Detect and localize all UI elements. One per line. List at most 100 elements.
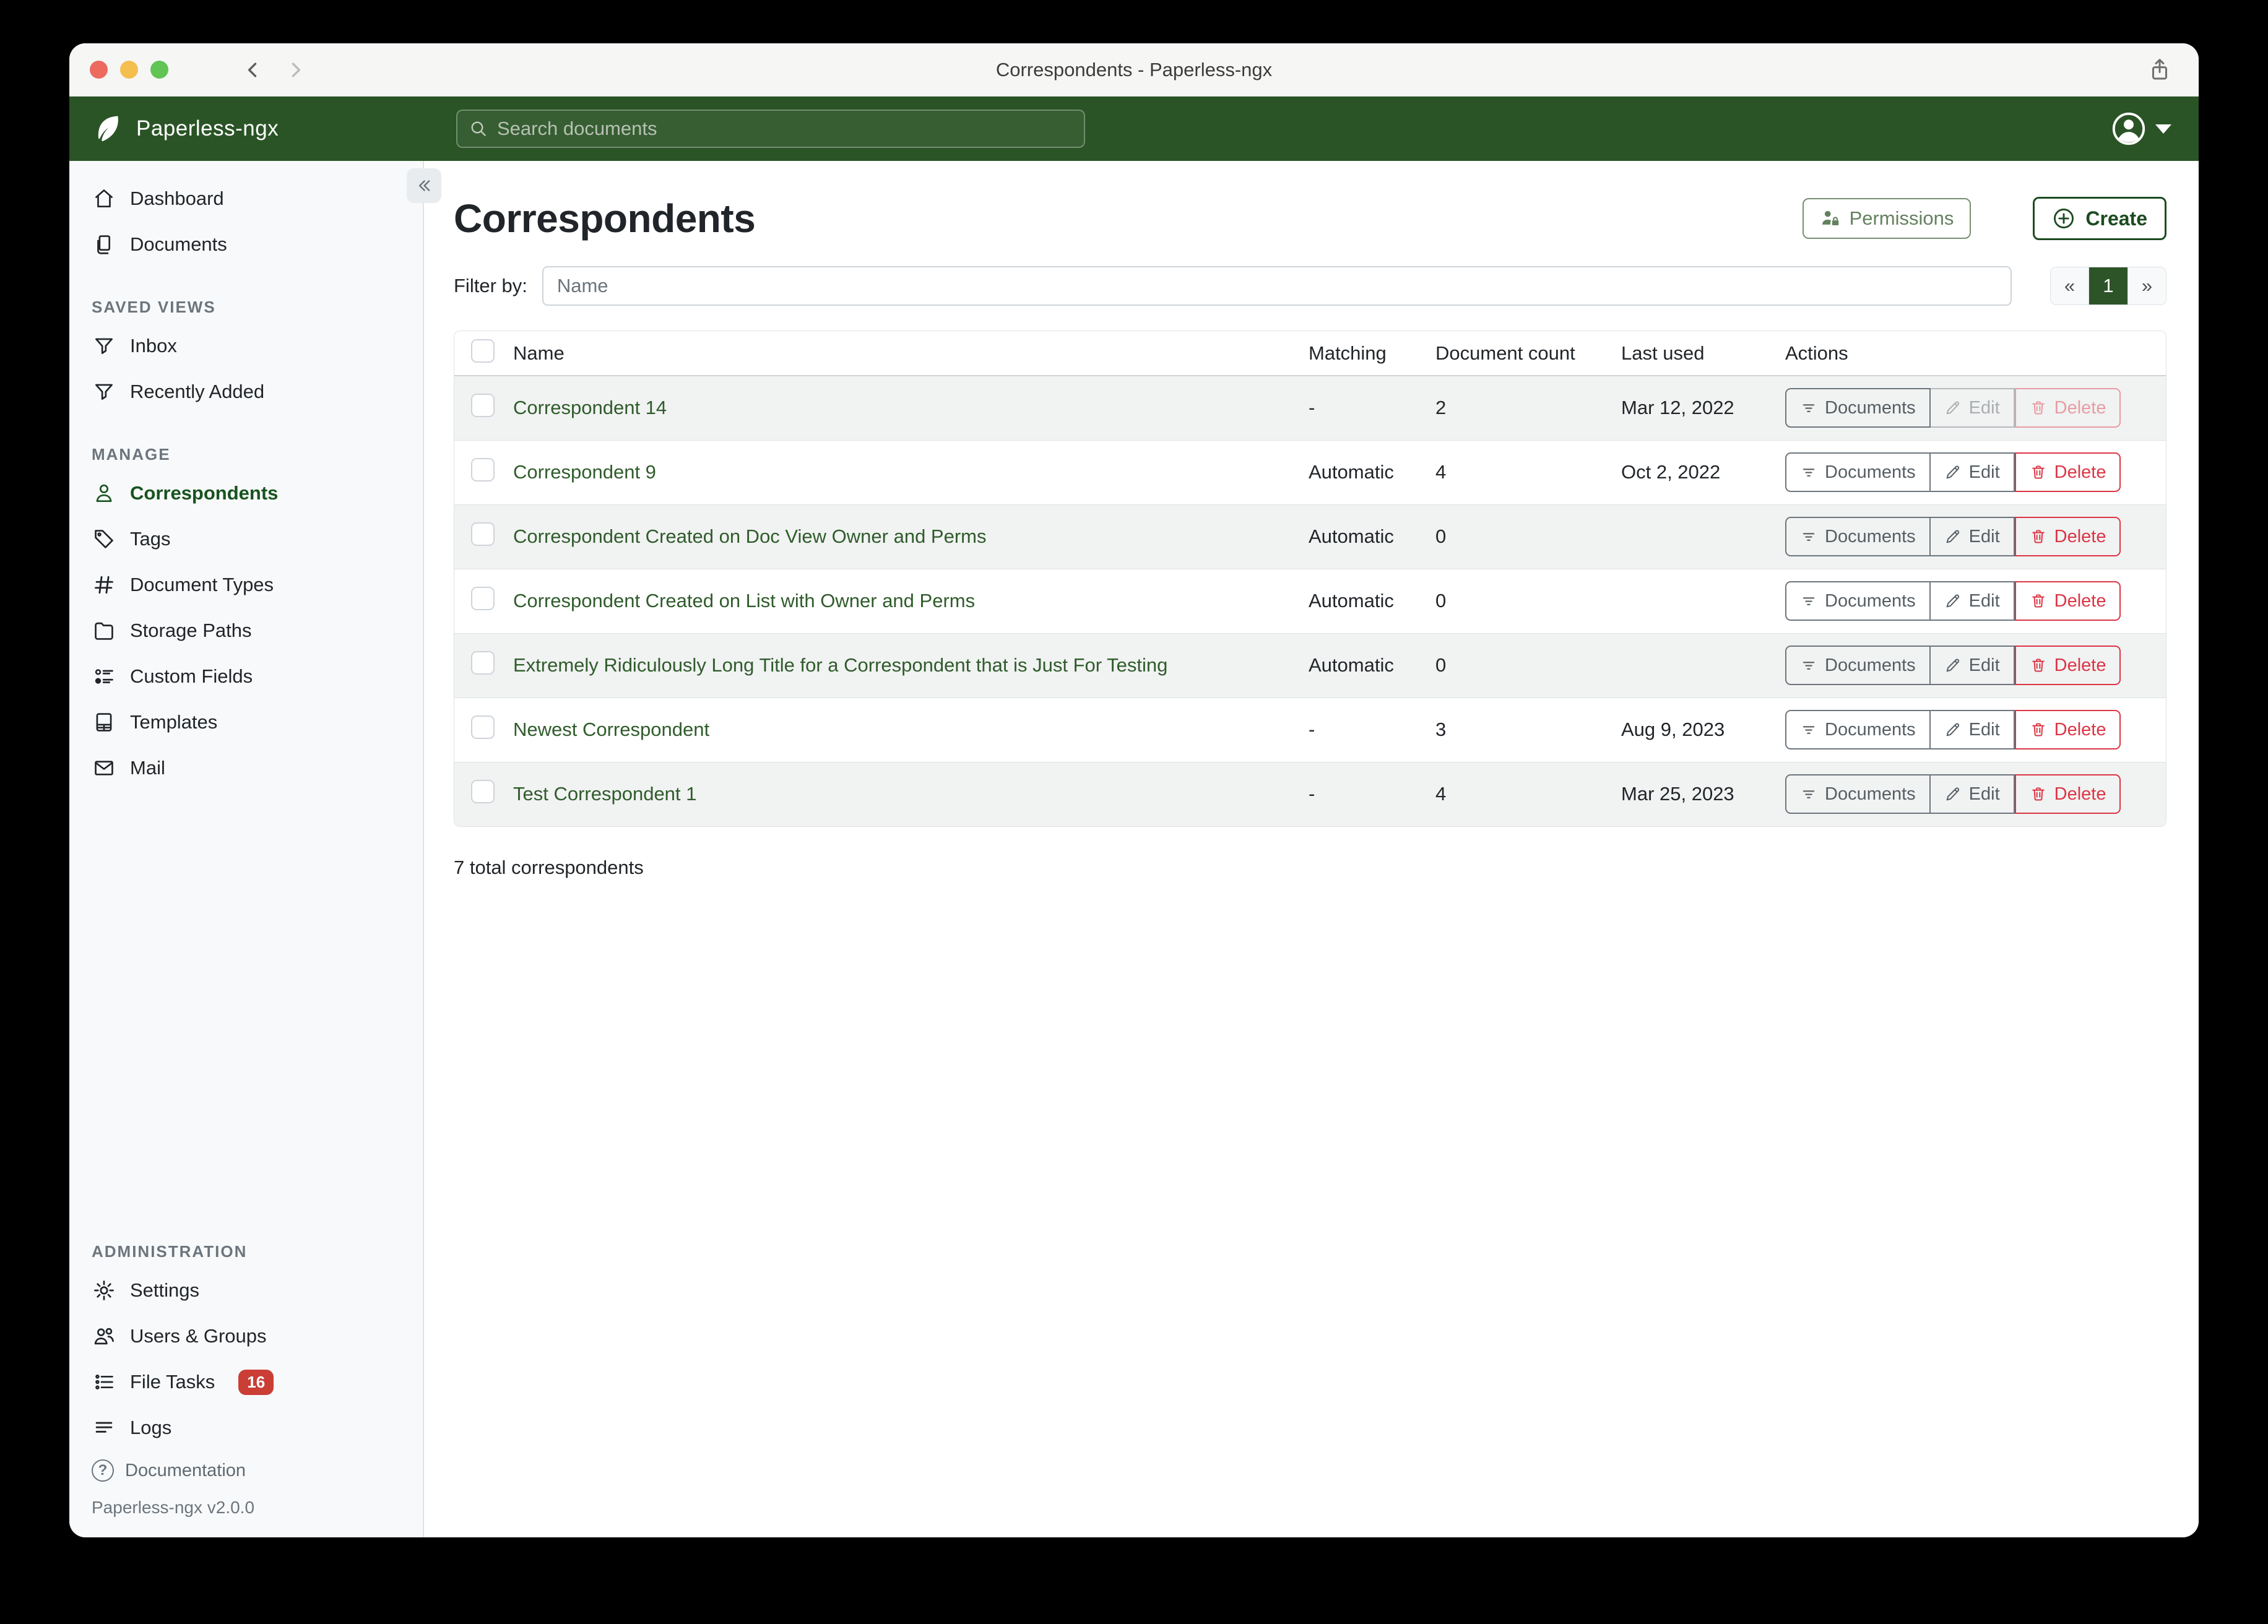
documents-button[interactable]: Documents xyxy=(1785,517,1931,556)
person-lock-icon xyxy=(1822,210,1838,226)
edit-button[interactable]: Edit xyxy=(1930,452,2015,492)
filter-name-input[interactable] xyxy=(542,266,2012,306)
create-label: Create xyxy=(2085,207,2147,230)
trash-icon xyxy=(2032,723,2045,736)
documents-button[interactable]: Documents xyxy=(1785,710,1931,749)
documents-button[interactable]: Documents xyxy=(1785,646,1931,685)
sidebar-item-mail[interactable]: Mail xyxy=(69,745,423,791)
sidebar-footer: ? Documentation Paperless-ngx v2.0.0 xyxy=(69,1451,423,1537)
correspondent-link[interactable]: Correspondent 9 xyxy=(513,461,656,483)
select-all-checkbox[interactable] xyxy=(471,339,495,363)
sidebar-item-templates[interactable]: Templates xyxy=(69,699,423,745)
sidebar-item-document-types[interactable]: Document Types xyxy=(69,562,423,608)
delete-button[interactable]: Delete xyxy=(2014,774,2121,814)
create-button[interactable]: Create xyxy=(2033,197,2166,240)
close-window-icon[interactable] xyxy=(90,61,108,79)
pencil-icon xyxy=(1946,659,1959,672)
sidebar-item-recently-added[interactable]: Recently Added xyxy=(69,369,423,415)
delete-button[interactable]: Delete xyxy=(2014,581,2121,621)
brand-name: Paperless-ngx xyxy=(136,116,279,140)
sidebar-item-storage-paths[interactable]: Storage Paths xyxy=(69,608,423,654)
delete-button[interactable]: Delete xyxy=(2014,517,2121,556)
delete-button[interactable]: Delete xyxy=(2014,710,2121,749)
sidebar-item-users-groups[interactable]: Users & Groups xyxy=(69,1313,423,1359)
header-last-used[interactable]: Last used xyxy=(1621,331,1785,376)
pagination-page-1[interactable]: 1 xyxy=(2089,267,2127,304)
documents-button[interactable]: Documents xyxy=(1785,452,1931,492)
correspondent-link[interactable]: Test Correspondent 1 xyxy=(513,783,697,805)
user-menu[interactable] xyxy=(2111,111,2171,147)
main-layout: Dashboard Documents SAVED VIEWS Inbox Recent… xyxy=(69,161,2199,1537)
zoom-window-icon[interactable] xyxy=(150,61,168,79)
documents-button[interactable]: Documents xyxy=(1785,388,1931,428)
edit-button[interactable]: Edit xyxy=(1930,517,2015,556)
correspondent-link[interactable]: Newest Correspondent xyxy=(513,719,710,740)
row-count: 0 xyxy=(1435,590,1447,611)
edit-button[interactable]: Edit xyxy=(1930,774,2015,814)
correspondent-link[interactable]: Correspondent 14 xyxy=(513,397,667,419)
pagination-next-button[interactable]: » xyxy=(2127,267,2166,304)
correspondent-link[interactable]: Extremely Ridiculously Long Title for a … xyxy=(513,654,1168,676)
header-matching[interactable]: Matching xyxy=(1309,331,1435,376)
window-titlebar: Correspondents - Paperless-ngx xyxy=(69,43,2199,97)
browser-window: Correspondents - Paperless-ngx Paperless… xyxy=(69,43,2199,1537)
back-icon[interactable] xyxy=(243,59,264,80)
permissions-label: Permissions xyxy=(1849,207,1954,229)
edit-button[interactable]: Edit xyxy=(1930,388,2015,428)
correspondent-link[interactable]: Correspondent Created on Doc View Owner … xyxy=(513,525,987,547)
table-row: Correspondent 9 Automatic 4 Oct 2, 2022 … xyxy=(454,440,2166,504)
app-navbar: Paperless-ngx xyxy=(69,97,2199,161)
paperless-logo xyxy=(98,116,118,142)
gear-icon xyxy=(92,1278,116,1303)
sidebar-item-label: Document Types xyxy=(130,574,274,595)
sidebar-item-documents[interactable]: Documents xyxy=(69,222,423,267)
brand[interactable]: Paperless-ngx xyxy=(69,113,424,145)
sidebar-item-documentation[interactable]: ? Documentation xyxy=(69,1451,423,1490)
permissions-button[interactable]: Permissions xyxy=(1802,198,1972,239)
sidebar-item-settings[interactable]: Settings xyxy=(69,1268,423,1313)
minimize-window-icon[interactable] xyxy=(120,61,138,79)
sidebar-section-administration: ADMINISTRATION xyxy=(92,1242,248,1261)
row-checkbox[interactable] xyxy=(471,587,495,610)
forward-icon[interactable] xyxy=(285,59,306,80)
documents-button[interactable]: Documents xyxy=(1785,774,1931,814)
correspondent-link[interactable]: Correspondent Created on List with Owner… xyxy=(513,590,976,611)
documents-button[interactable]: Documents xyxy=(1785,581,1931,621)
delete-button[interactable]: Delete xyxy=(2014,646,2121,685)
trash-icon xyxy=(2032,659,2045,672)
documentation-label: Documentation xyxy=(125,1460,246,1480)
table-row: Correspondent 14 - 2 Mar 12, 2022 Docume… xyxy=(454,376,2166,440)
header-document-count[interactable]: Document count xyxy=(1435,331,1621,376)
sidebar-item-logs[interactable]: Logs xyxy=(69,1405,423,1451)
edit-button[interactable]: Edit xyxy=(1930,581,2015,621)
edit-button[interactable]: Edit xyxy=(1930,710,2015,749)
pencil-icon xyxy=(1946,594,1959,608)
trash-icon xyxy=(2032,465,2045,479)
row-checkbox[interactable] xyxy=(471,458,495,482)
sidebar-collapse-button[interactable] xyxy=(407,168,441,203)
row-checkbox[interactable] xyxy=(471,780,495,804)
sidebar-item-label: Inbox xyxy=(130,335,177,356)
sidebar-item-custom-fields[interactable]: Custom Fields xyxy=(69,654,423,699)
sidebar-item-tags[interactable]: Tags xyxy=(69,516,423,562)
row-checkbox[interactable] xyxy=(471,394,495,418)
edit-button[interactable]: Edit xyxy=(1930,646,2015,685)
header-name[interactable]: Name xyxy=(513,331,1309,376)
sidebar-item-dashboard[interactable]: Dashboard xyxy=(69,176,423,222)
sidebar-item-label: Correspondents xyxy=(130,482,279,504)
share-icon[interactable] xyxy=(2147,57,2173,83)
trash-icon xyxy=(2032,530,2045,543)
sidebar-item-file-tasks[interactable]: File Tasks 16 xyxy=(69,1359,423,1405)
sidebar-item-inbox[interactable]: Inbox xyxy=(69,323,423,369)
sidebar-item-correspondents[interactable]: Correspondents xyxy=(69,470,423,516)
header-actions: Actions xyxy=(1785,331,2166,376)
pagination-prev-button[interactable]: « xyxy=(2051,267,2089,304)
delete-button[interactable]: Delete xyxy=(2014,388,2121,428)
mail-icon xyxy=(92,756,116,780)
traffic-lights xyxy=(90,43,168,96)
search-input[interactable] xyxy=(497,118,1073,140)
delete-button[interactable]: Delete xyxy=(2014,452,2121,492)
row-checkbox[interactable] xyxy=(471,651,495,675)
row-checkbox[interactable] xyxy=(471,522,495,546)
row-checkbox[interactable] xyxy=(471,715,495,739)
